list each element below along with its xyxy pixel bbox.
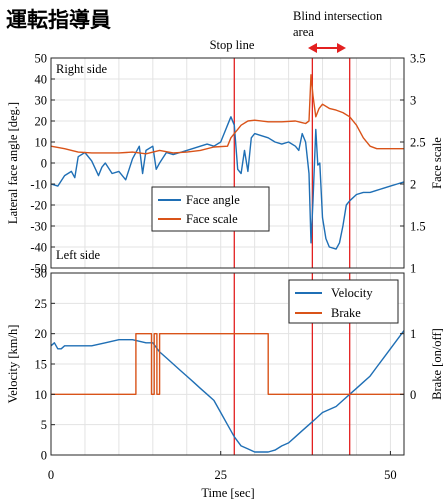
left-side-annotation: Left side [56, 248, 101, 262]
y-tick-label: 25 [35, 297, 48, 311]
y-tick-label: 10 [35, 388, 48, 402]
series-line-velocity [50, 330, 405, 453]
series-line-brake [51, 333, 404, 395]
series-line-face-angle [50, 116, 405, 250]
velocity-chart-y2-ticks: 10 [400, 327, 416, 402]
y-tick-label: 40 [35, 73, 48, 87]
y-tick-label: 10 [35, 136, 48, 150]
y2-tick-label: 1 [410, 262, 416, 276]
series-line-face-scale [50, 74, 404, 155]
time-axis-label: Time [sec] [201, 486, 254, 500]
legend-brake-label: Brake [331, 306, 361, 320]
face-chart-series [50, 74, 405, 250]
y-tick-label: -10 [30, 178, 47, 192]
legend-face-scale-label: Face scale [186, 212, 238, 226]
y-tick-label: 20 [35, 115, 48, 129]
y-tick-label: 50 [35, 52, 48, 66]
blind-area-annotation: Blind intersection area [293, 9, 385, 39]
face-scale-axis-label: Face scale [430, 137, 444, 189]
y-tick-label: 5 [41, 418, 47, 432]
y2-tick-label: 0 [410, 388, 416, 402]
x-tick-label: 0 [48, 468, 54, 482]
velocity-chart-x-ticks: 0 25 50 [48, 451, 397, 482]
blind-area-arrow [308, 43, 346, 53]
right-side-annotation: Right side [56, 62, 107, 76]
y-tick-label: 30 [35, 267, 48, 281]
y2-tick-label: 2.5 [410, 136, 426, 150]
velocity-chart-y-ticks: 30 25 20 15 10 5 0 [35, 267, 55, 463]
y-tick-label: 0 [41, 157, 47, 171]
y2-tick-label: 3 [410, 94, 416, 108]
x-tick-label: 25 [214, 468, 227, 482]
velocity-chart-series [50, 330, 405, 453]
velocity-axis-label: Velocity [km/h] [6, 325, 20, 404]
stop-line-annotation: Stop line [210, 38, 255, 52]
y-tick-label: -50 [30, 262, 47, 276]
y-tick-label: 0 [41, 449, 47, 463]
page-title: 運転指導員 [6, 8, 111, 32]
y-tick-label: 20 [35, 327, 48, 341]
y-tick-label: -20 [30, 199, 47, 213]
legend-face-angle-label: Face angle [186, 193, 240, 207]
y-tick-label: -30 [30, 220, 47, 234]
brake-axis-label: Brake [on/off] [430, 328, 444, 400]
face-chart-y2-ticks: 3.5 3 2.5 2 1.5 1 [400, 52, 426, 276]
velocity-chart-legend: Velocity Brake [288, 279, 399, 324]
face-chart-legend: Face angle Face scale [151, 186, 270, 232]
legend-velocity-label: Velocity [331, 286, 373, 300]
y2-tick-label: 1 [410, 327, 416, 341]
y-tick-label: 15 [35, 358, 48, 372]
y2-tick-label: 1.5 [410, 220, 426, 234]
face-angle-axis-label: Lateral face angle [deg.] [6, 102, 20, 224]
y2-tick-label: 2 [410, 178, 416, 192]
y2-tick-label: 3.5 [410, 52, 426, 66]
x-tick-label: 50 [384, 468, 397, 482]
y-tick-label: 30 [35, 94, 48, 108]
y-tick-label: -40 [30, 241, 47, 255]
face-chart-y-ticks: 50 40 30 20 10 0 -10 -20 -30 -40 -50 [30, 52, 55, 276]
